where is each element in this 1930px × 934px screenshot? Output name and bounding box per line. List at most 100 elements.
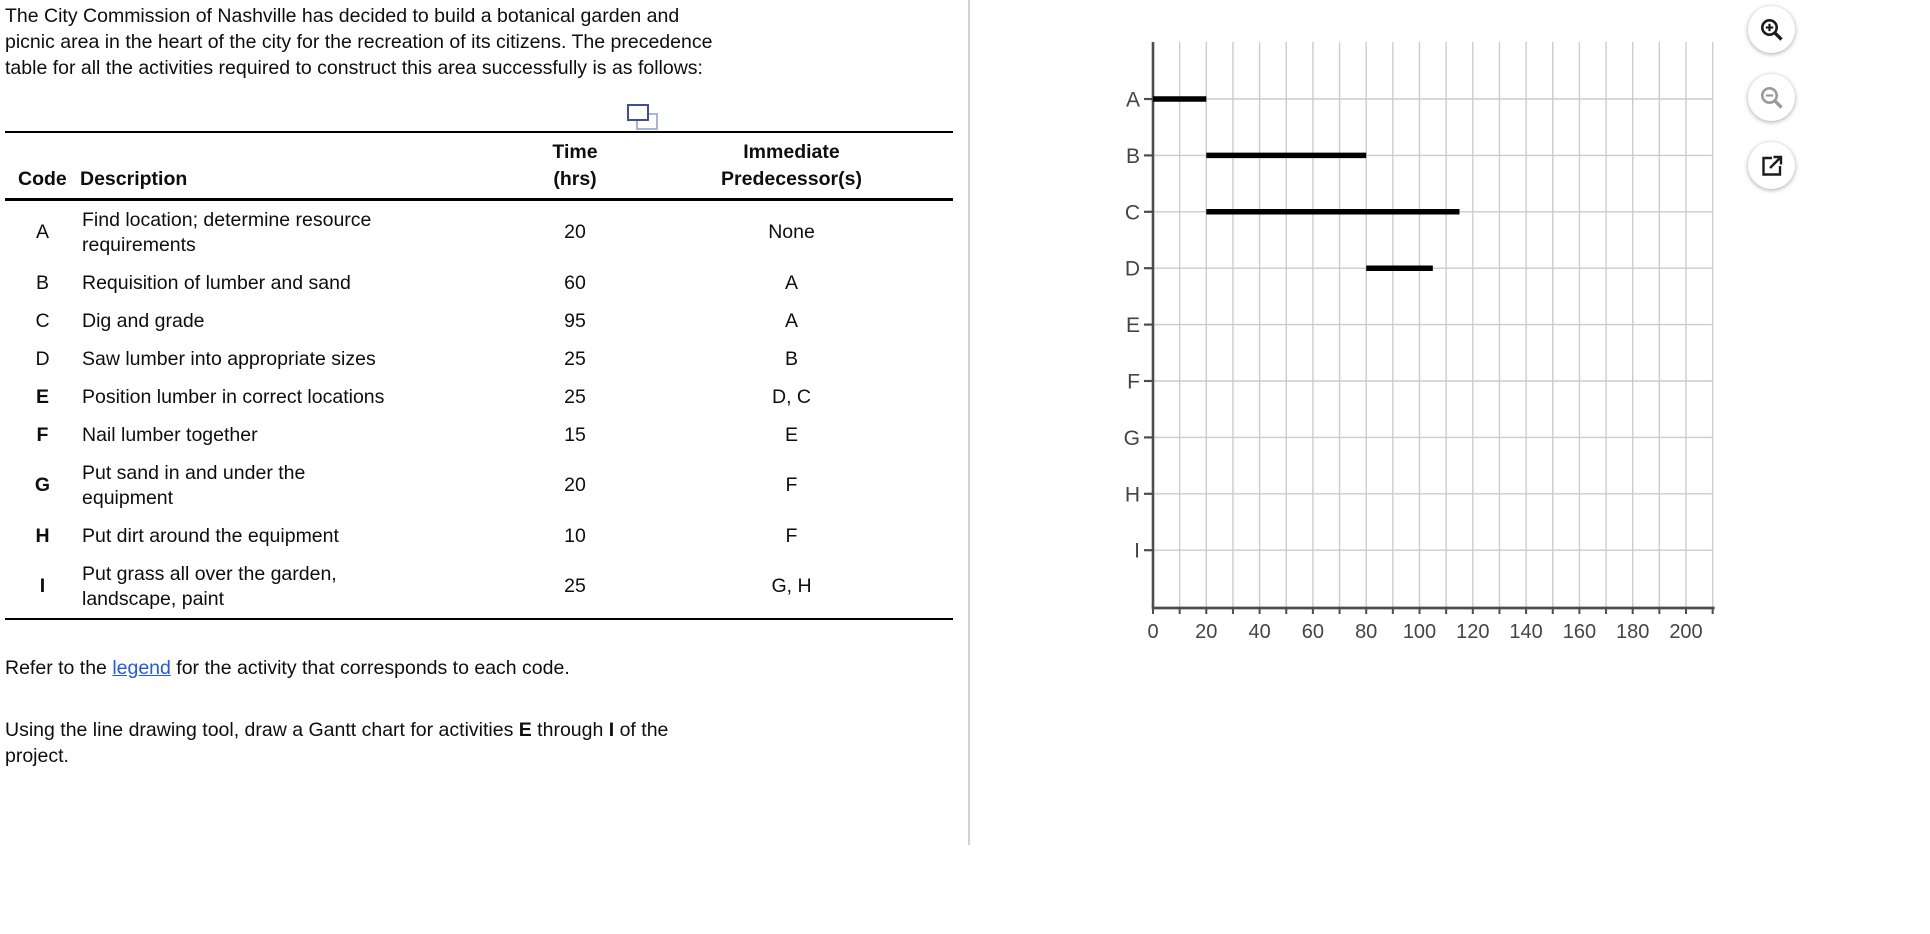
x-axis-label-80: 80	[1355, 621, 1377, 643]
instruction-line2: project.	[5, 745, 69, 767]
x-axis-label-200: 200	[1669, 621, 1702, 643]
table-row: A Find location; determine resource requi…	[5, 201, 953, 264]
cell-code: A	[35, 221, 49, 243]
open-popup-button[interactable]	[1748, 142, 1795, 189]
cell-code: G	[34, 474, 51, 496]
cell-pred: F	[785, 524, 798, 547]
zoom-in-icon	[1760, 18, 1783, 41]
chart-grid	[1153, 42, 1714, 608]
chart-bars	[1153, 96, 1460, 271]
cell-pred: B	[784, 347, 798, 370]
cell-time: 20	[564, 221, 586, 243]
cell-pred: A	[784, 271, 798, 294]
x-axis-label-100: 100	[1403, 621, 1436, 643]
cell-desc: Put grass all over the garden, landscape…	[82, 562, 337, 610]
table-row: I Put grass all over the garden, landscap…	[5, 555, 953, 618]
instruction-activity-end: I	[608, 719, 615, 741]
cell-desc: Position lumber in correct locations	[82, 385, 385, 408]
table-header: Time Immediate Code Description (hrs) Pr…	[5, 133, 953, 201]
open-in-new-icon	[1761, 155, 1782, 176]
y-axis-label-H: H	[1125, 483, 1140, 506]
table-row: B Requisition of lumber and sand 60 A	[5, 264, 953, 302]
table-body: A Find location; determine resource requi…	[5, 201, 953, 618]
header-predecessor-line2: Predecessor(s)	[721, 168, 862, 190]
y-axis-label-C: C	[1125, 201, 1140, 224]
gantt-chart-canvas[interactable]: A B C D E F G H I 0 20 40 60 80 100 120 140 160 180 200	[970, 0, 1930, 690]
cell-desc: Saw lumber into appropriate sizes	[82, 347, 376, 370]
cell-pred: G, H	[771, 575, 812, 597]
x-axis-label-140: 140	[1509, 621, 1542, 643]
cell-time: 20	[564, 474, 586, 496]
x-axis-label-180: 180	[1616, 621, 1649, 643]
cell-pred: A	[784, 309, 798, 332]
legend-link[interactable]: legend	[112, 657, 171, 679]
cell-time: 15	[564, 423, 586, 446]
table-row: C Dig and grade 95 A	[5, 302, 953, 340]
cell-code: C	[35, 309, 50, 332]
table-row: F Nail lumber together 15 E	[5, 416, 953, 454]
refer-text-pre: Refer to the	[5, 657, 113, 679]
header-time-line2: (hrs)	[553, 168, 597, 190]
gantt-chart: A B C D E F G H I 0 20 40 60 80 100 120 140 160 180 200	[970, 0, 1930, 690]
cell-desc: Find location; determine resource requir…	[82, 208, 372, 256]
cell-desc: Nail lumber together	[82, 423, 258, 446]
chart-axis-labels: A B C D E F G H I 0 20 40 60 80 100 120 140 160 180 200	[1124, 89, 1703, 644]
chart-axes	[1144, 42, 1715, 614]
zoom-in-button[interactable]	[1748, 6, 1795, 53]
cell-code: H	[35, 524, 50, 547]
cell-pred: None	[768, 221, 815, 243]
y-axis-label-G: G	[1124, 427, 1140, 450]
table-row: D Saw lumber into appropriate sizes 25 B	[5, 340, 953, 378]
copy-icon-front-sheet	[627, 104, 649, 121]
pane-divider	[968, 0, 970, 845]
table-row: H Put dirt around the equipment 10 F	[5, 517, 953, 555]
cell-desc: Requisition of lumber and sand	[82, 271, 351, 294]
instruction-activity-start: E	[518, 719, 532, 741]
x-axis-label-160: 160	[1563, 621, 1596, 643]
cell-code: E	[35, 385, 49, 408]
header-description: Description	[80, 168, 188, 190]
zoom-out-button[interactable]	[1748, 74, 1795, 121]
y-axis-label-F: F	[1127, 371, 1140, 394]
cell-desc: Dig and grade	[82, 309, 205, 332]
x-axis-label-60: 60	[1302, 621, 1324, 643]
zoom-out-icon	[1760, 86, 1783, 109]
cell-pred: D, C	[772, 385, 811, 408]
precedence-table: Time Immediate Code Description (hrs) Pr…	[5, 131, 953, 620]
cell-code: F	[36, 423, 49, 446]
cell-time: 25	[564, 385, 586, 408]
cell-code: I	[39, 575, 46, 597]
cell-pred: E	[784, 423, 798, 446]
x-axis-label-20: 20	[1195, 621, 1217, 643]
cell-code: B	[35, 271, 49, 294]
cell-code: D	[35, 347, 50, 370]
instruction-middle: through	[531, 719, 609, 741]
header-time-line1: Time	[552, 141, 598, 163]
cell-time: 25	[564, 575, 586, 597]
cell-time: 60	[564, 271, 586, 294]
refer-text-post: for the activity that corresponds to eac…	[170, 657, 570, 679]
y-axis-label-I: I	[1134, 540, 1140, 563]
intro-paragraph: The City Commission of Nashville has dec…	[5, 5, 713, 79]
cell-time: 25	[564, 347, 586, 370]
header-predecessor-line1: Immediate	[743, 141, 840, 163]
cell-time: 10	[564, 524, 586, 547]
cell-desc: Put dirt around the equipment	[82, 524, 339, 547]
instruction-post: of the	[614, 719, 669, 741]
cell-desc: Put sand in and under the equipment	[82, 461, 306, 509]
instruction-pre: Using the line drawing tool, draw a Gant…	[5, 719, 519, 741]
table-row: G Put sand in and under the equipment 20 F	[5, 454, 953, 517]
header-code: Code	[18, 168, 67, 190]
y-axis-label-D: D	[1125, 258, 1140, 281]
y-axis-label-E: E	[1126, 314, 1140, 337]
cell-pred: F	[785, 474, 798, 496]
x-axis-label-40: 40	[1248, 621, 1270, 643]
instruction-paragraph: Using the line drawing tool, draw a Gant…	[5, 717, 785, 769]
x-axis-label-120: 120	[1456, 621, 1489, 643]
y-axis-label-A: A	[1126, 89, 1140, 112]
x-axis-label-0: 0	[1147, 621, 1158, 643]
copy-popup-icon[interactable]	[627, 104, 658, 130]
cell-time: 95	[564, 309, 586, 332]
y-axis-label-B: B	[1126, 145, 1140, 168]
table-row: E Position lumber in correct locations 25 D…	[5, 378, 953, 416]
